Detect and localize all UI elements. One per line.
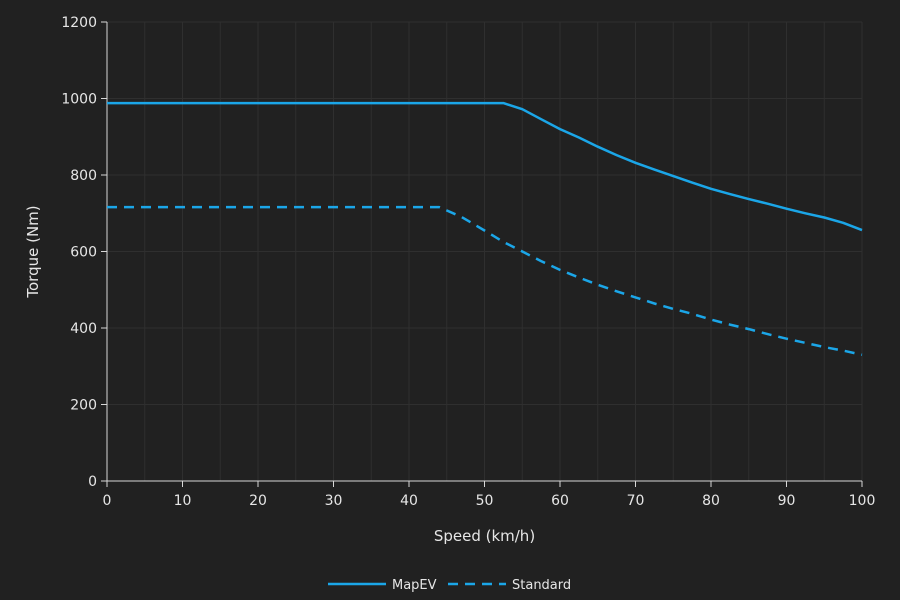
x-tick-label: 100 bbox=[849, 493, 876, 509]
y-axis-title: Torque (Nm) bbox=[24, 205, 42, 298]
legend[interactable]: MapEV Standard bbox=[328, 578, 571, 593]
series-line-mapev bbox=[107, 101, 863, 232]
legend-item-mapev[interactable]: MapEV bbox=[328, 578, 437, 593]
y-tick-label: 600 bbox=[70, 245, 97, 261]
x-tick-label: 0 bbox=[103, 493, 112, 509]
y-tick-label: 1200 bbox=[61, 15, 97, 31]
y-tick-label: 200 bbox=[70, 398, 97, 414]
legend-label-standard: Standard bbox=[512, 578, 571, 593]
legend-item-standard[interactable]: Standard bbox=[448, 578, 571, 593]
y-tick-label: 400 bbox=[70, 321, 97, 337]
x-tick-label: 50 bbox=[476, 493, 494, 509]
series-line-standard bbox=[107, 205, 863, 357]
grid-lines bbox=[106, 21, 863, 482]
axes: 0 10 20 30 40 50 60 70 80 90 100020040060080010001… bbox=[61, 15, 875, 509]
series-lines bbox=[107, 101, 863, 357]
y-tick-label: 1000 bbox=[61, 92, 97, 108]
x-axis-title: Speed (km/h) bbox=[434, 527, 535, 545]
y-tick-label: 800 bbox=[70, 168, 97, 184]
x-tick-label: 30 bbox=[325, 493, 343, 509]
x-tick-label: 90 bbox=[778, 493, 796, 509]
x-tick-label: 10 bbox=[174, 493, 192, 509]
x-tick-label: 80 bbox=[702, 493, 720, 509]
x-tick-label: 20 bbox=[249, 493, 267, 509]
legend-label-mapev: MapEV bbox=[392, 578, 437, 593]
x-tick-label: 40 bbox=[400, 493, 418, 509]
y-tick-label: 0 bbox=[88, 474, 97, 490]
x-tick-label: 60 bbox=[551, 493, 569, 509]
x-tick-label: 70 bbox=[627, 493, 645, 509]
